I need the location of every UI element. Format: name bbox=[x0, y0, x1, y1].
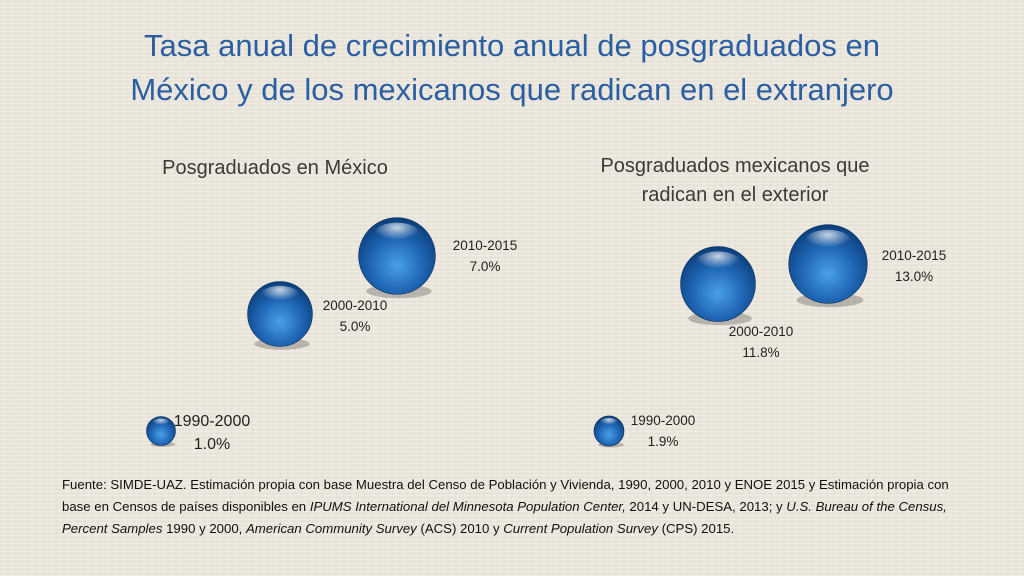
bubble-highlight bbox=[373, 222, 421, 248]
bubble-highlight bbox=[259, 285, 301, 307]
chart-abroad-title-line-2: radican en el exterior bbox=[641, 184, 829, 206]
chart-mexico-title-text: Posgraduados en México bbox=[162, 157, 388, 179]
source-text-part: 1990 y 2000, bbox=[162, 521, 247, 536]
source-text-part: IPUMS International del Minnesota Popula… bbox=[309, 499, 626, 514]
bubble-label-mx-2010: 2010-2015 7.0% bbox=[430, 235, 540, 277]
source-text-part: (CPS) 2015. bbox=[657, 521, 735, 536]
bubble-label-mx-1990: 1990-2000 1.0% bbox=[157, 410, 267, 456]
bubble-highlight bbox=[152, 418, 170, 428]
bubble-period: 1990-2000 bbox=[630, 413, 696, 428]
bubble-label-ext-1990: 1990-2000 1.9% bbox=[608, 410, 718, 452]
bubble-label-mx-2000: 2000-2010 5.0% bbox=[300, 295, 410, 337]
source-text-part: Current Population Survey bbox=[503, 521, 658, 536]
bubble-label-ext-2010: 2010-2015 13.0% bbox=[859, 245, 969, 287]
chart-mexico-title: Posgraduados en México bbox=[110, 154, 440, 183]
bubble-period: 2010-2015 bbox=[452, 238, 518, 253]
bubble-highlight bbox=[803, 229, 853, 255]
bubble-label-ext-2000: 2000-2010 11.8% bbox=[706, 321, 816, 363]
source-text-part: (ACS) 2010 y bbox=[416, 521, 504, 536]
bubble-mx-1990-2000 bbox=[146, 416, 176, 447]
chart-abroad-title-line-1: Posgraduados mexicanos que bbox=[600, 155, 870, 177]
source-text-part: Fuente: SIMDE-UAZ. Estimación propia con… bbox=[62, 477, 949, 514]
bubble-value: 1.0% bbox=[193, 436, 231, 453]
bubble-mx-2010-2015 bbox=[358, 217, 436, 299]
bubble-highlight bbox=[599, 417, 619, 428]
slide-title-line-1: Tasa anual de crecimiento anual de posgr… bbox=[144, 28, 880, 63]
chart-abroad-title: Posgraduados mexicanos que radican en el… bbox=[555, 152, 915, 210]
bubble-period: 1990-2000 bbox=[173, 413, 251, 430]
bubble-value: 5.0% bbox=[339, 319, 371, 334]
bubble-ext-2000-2010 bbox=[680, 246, 756, 326]
bubble-period: 2010-2015 bbox=[881, 248, 947, 263]
slide-title-line-2: México y de los mexicanos que radican en… bbox=[130, 72, 894, 107]
bubble-ext-1990-2000 bbox=[593, 415, 625, 448]
bubble-value: 1.9% bbox=[647, 434, 679, 449]
source-text-part: American Community Survey bbox=[246, 521, 417, 536]
source-text-part: 2014 y UN-DESA, 2013; y bbox=[625, 499, 787, 514]
bubble-ext-2010-2015 bbox=[788, 224, 868, 308]
bubble-value: 11.8% bbox=[742, 345, 780, 360]
bubble-mx-2000-2010 bbox=[247, 281, 313, 350]
slide-title: Tasa anual de crecimiento anual de posgr… bbox=[40, 24, 984, 112]
bubble-value: 7.0% bbox=[469, 259, 501, 274]
source-note: Fuente: SIMDE-UAZ. Estimación propia con… bbox=[62, 474, 967, 540]
source-text-part: U.S. Bureau of the Census, Percent Sampl… bbox=[62, 499, 947, 536]
bubble-period: 2000-2010 bbox=[322, 298, 388, 313]
bubble-value: 13.0% bbox=[894, 269, 934, 284]
bubble-highlight bbox=[694, 251, 742, 276]
bubble-period: 2000-2010 bbox=[728, 324, 794, 339]
